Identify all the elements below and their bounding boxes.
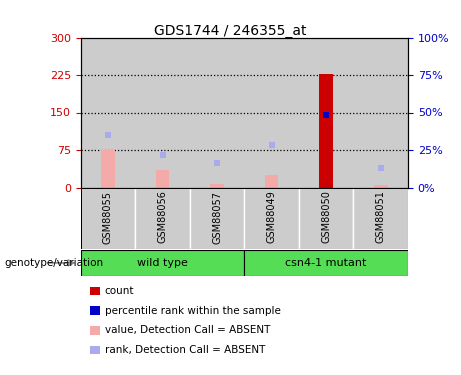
Text: genotype/variation: genotype/variation	[5, 258, 104, 268]
Text: count: count	[105, 286, 134, 296]
Text: GSM88057: GSM88057	[212, 190, 222, 244]
Bar	[244, 188, 299, 249]
Bar	[319, 74, 333, 188]
Bar	[156, 170, 169, 188]
Text: percentile rank within the sample: percentile rank within the sample	[105, 306, 281, 315]
Text: value, Detection Call = ABSENT: value, Detection Call = ABSENT	[105, 326, 270, 335]
Bar	[299, 38, 354, 188]
Bar	[299, 188, 354, 249]
Bar	[210, 183, 224, 188]
Bar	[374, 185, 388, 188]
Bar	[354, 38, 408, 188]
Bar	[244, 250, 408, 276]
Text: GSM88056: GSM88056	[158, 190, 167, 243]
Bar	[244, 38, 299, 188]
Bar	[81, 250, 244, 276]
Text: GSM88055: GSM88055	[103, 190, 113, 244]
Text: rank, Detection Call = ABSENT: rank, Detection Call = ABSENT	[105, 345, 265, 355]
Bar	[81, 188, 135, 249]
Text: wild type: wild type	[137, 258, 188, 268]
Bar	[265, 175, 278, 188]
Text: csn4-1 mutant: csn4-1 mutant	[285, 258, 367, 268]
Text: GSM88049: GSM88049	[266, 190, 277, 243]
Bar	[135, 38, 190, 188]
Bar	[81, 38, 135, 188]
Bar	[190, 38, 244, 188]
Bar	[190, 188, 244, 249]
Bar	[354, 188, 408, 249]
Text: GDS1744 / 246355_at: GDS1744 / 246355_at	[154, 24, 307, 38]
Bar	[135, 188, 190, 249]
Text: GSM88050: GSM88050	[321, 190, 331, 243]
Bar	[101, 150, 115, 188]
Text: GSM88051: GSM88051	[376, 190, 386, 243]
